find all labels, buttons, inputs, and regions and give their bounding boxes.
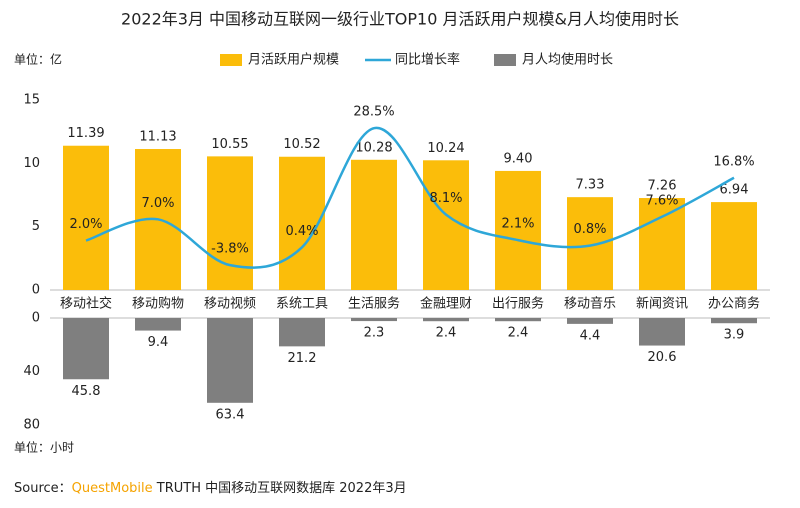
line-value-label: 7.6% (645, 193, 678, 208)
x-tick-label: 办公商务 (708, 296, 760, 312)
bar (423, 318, 469, 322)
value-label: 10.28 (355, 140, 392, 155)
y2-unit: 单位：小时 (14, 440, 74, 455)
y-tick-label: 0 (32, 283, 40, 298)
bar (711, 202, 757, 290)
line-value-label: 2.1% (501, 217, 534, 232)
value-label: 9.4 (148, 335, 169, 350)
legend-swatch (494, 54, 516, 66)
x-tick-label: 金融理财 (420, 296, 472, 312)
source-text: TRUTH 中国移动互联网数据库 2022年3月 (156, 480, 407, 496)
value-label: 7.33 (576, 178, 605, 193)
value-label: 2.4 (508, 326, 529, 341)
line (85, 126, 735, 269)
legend-label: 同比增长率 (395, 52, 460, 68)
x-tick-label: 移动社交 (60, 296, 112, 312)
line-value-label: 0.4% (285, 224, 318, 239)
line-value-label: -3.8% (211, 242, 249, 257)
value-label: 10.24 (427, 141, 464, 156)
value-label: 11.39 (67, 126, 104, 141)
bar (567, 197, 613, 290)
bar (351, 159, 397, 290)
bar (207, 156, 253, 290)
y-unit: 单位：亿 (14, 52, 62, 67)
x-tick-label: 移动购物 (132, 296, 184, 312)
y2-tick-label: 0 (32, 311, 40, 326)
value-label: 11.13 (139, 130, 176, 145)
value-label: 63.4 (216, 407, 245, 422)
x-tick-label: 出行服务 (492, 296, 544, 312)
chart-title: 2022年3月 中国移动互联网一级行业TOP10 月活跃用户规模&月人均使用时长 (121, 10, 679, 29)
bar (495, 170, 541, 290)
y-tick-label: 10 (23, 156, 40, 171)
value-label: 21.2 (288, 351, 317, 366)
legend-label: 月人均使用时长 (522, 52, 613, 68)
bar (351, 318, 397, 322)
legend-swatch (220, 54, 242, 66)
line-value-label: 0.8% (573, 222, 606, 237)
y2-tick-label: 80 (23, 418, 40, 433)
value-label: 9.40 (504, 151, 533, 166)
x-tick-label: 移动音乐 (564, 296, 616, 312)
bar (135, 318, 181, 331)
source: Source：QuestMobile TRUTH 中国移动互联网数据库 2022… (14, 480, 407, 496)
bar (567, 318, 613, 324)
x-tick-label: 生活服务 (348, 296, 400, 312)
value-label: 10.55 (211, 137, 248, 152)
value-label: 2.4 (436, 326, 457, 341)
value-label: 45.8 (72, 384, 101, 399)
value-label: 4.4 (580, 328, 601, 343)
line-value-label: 8.1% (429, 191, 462, 206)
value-label: 3.9 (724, 328, 745, 343)
bar (711, 318, 757, 324)
line-value-label: 7.0% (141, 196, 174, 211)
value-label: 10.52 (283, 137, 320, 152)
value-label: 6.94 (720, 183, 749, 198)
x-tick-label: 移动视频 (204, 297, 256, 312)
bar (279, 318, 325, 347)
bar (639, 318, 685, 346)
x-tick-label: 新闻资讯 (636, 296, 688, 312)
bar (207, 318, 253, 403)
bar (63, 145, 109, 290)
line-value-label: 28.5% (353, 105, 394, 120)
value-label: 7.26 (648, 179, 677, 194)
source-prefix: Source： (14, 481, 72, 496)
source-brand: QuestMobile (72, 481, 153, 496)
line-value-label: 2.0% (69, 217, 102, 232)
y2-tick-label: 40 (23, 364, 40, 379)
value-label: 20.6 (648, 350, 677, 365)
y-tick-label: 15 (23, 93, 40, 108)
line-value-label: 16.8% (713, 154, 754, 169)
bar (63, 318, 109, 380)
bar (495, 318, 541, 322)
legend-label: 月活跃用户规模 (248, 52, 339, 68)
x-tick-label: 系统工具 (276, 297, 328, 312)
y-tick-label: 5 (32, 219, 40, 234)
bar (639, 198, 685, 290)
value-label: 2.3 (364, 326, 385, 341)
